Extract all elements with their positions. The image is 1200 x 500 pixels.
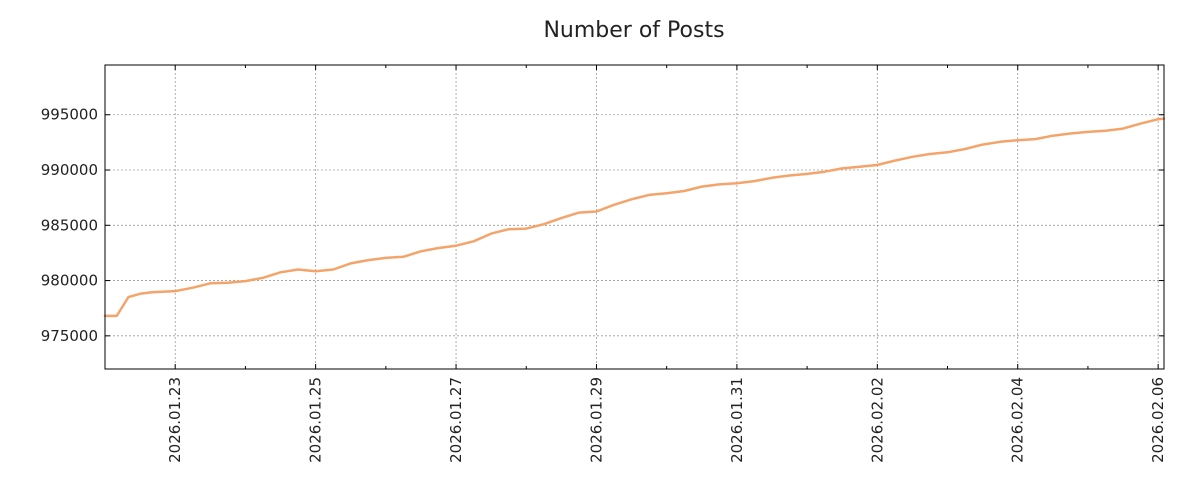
x-tick-label: 2026.01.27 <box>447 377 465 463</box>
x-tick-label: 2026.02.04 <box>1009 377 1027 463</box>
x-tick-label: 2026.01.23 <box>166 377 184 463</box>
y-tick-label: 990000 <box>41 161 98 179</box>
y-tick-label: 995000 <box>41 106 98 124</box>
x-tick-label: 2026.02.02 <box>868 377 886 463</box>
y-axis-ticks: 975000 980000 985000 990000 995000 <box>41 106 1164 345</box>
series-line-0 <box>103 117 1166 318</box>
plot-area-frame <box>104 64 1165 370</box>
x-tick-label: 2026.01.25 <box>307 377 325 463</box>
y-tick-label: 980000 <box>41 272 98 290</box>
y-tick-label: 975000 <box>41 327 98 345</box>
chart-title: Number of Posts <box>543 18 724 43</box>
grid-lines <box>105 65 1164 369</box>
series-group <box>103 117 1166 318</box>
x-tick-label: 2026.01.31 <box>728 377 746 463</box>
y-tick-label: 985000 <box>41 216 98 234</box>
x-tick-label: 2026.02.06 <box>1149 377 1167 463</box>
x-axis-ticks: 2026.01.23 2026.01.25 2026.01.27 2026.01.29… <box>104 65 1167 463</box>
x-tick-label: 2026.01.29 <box>587 377 605 463</box>
